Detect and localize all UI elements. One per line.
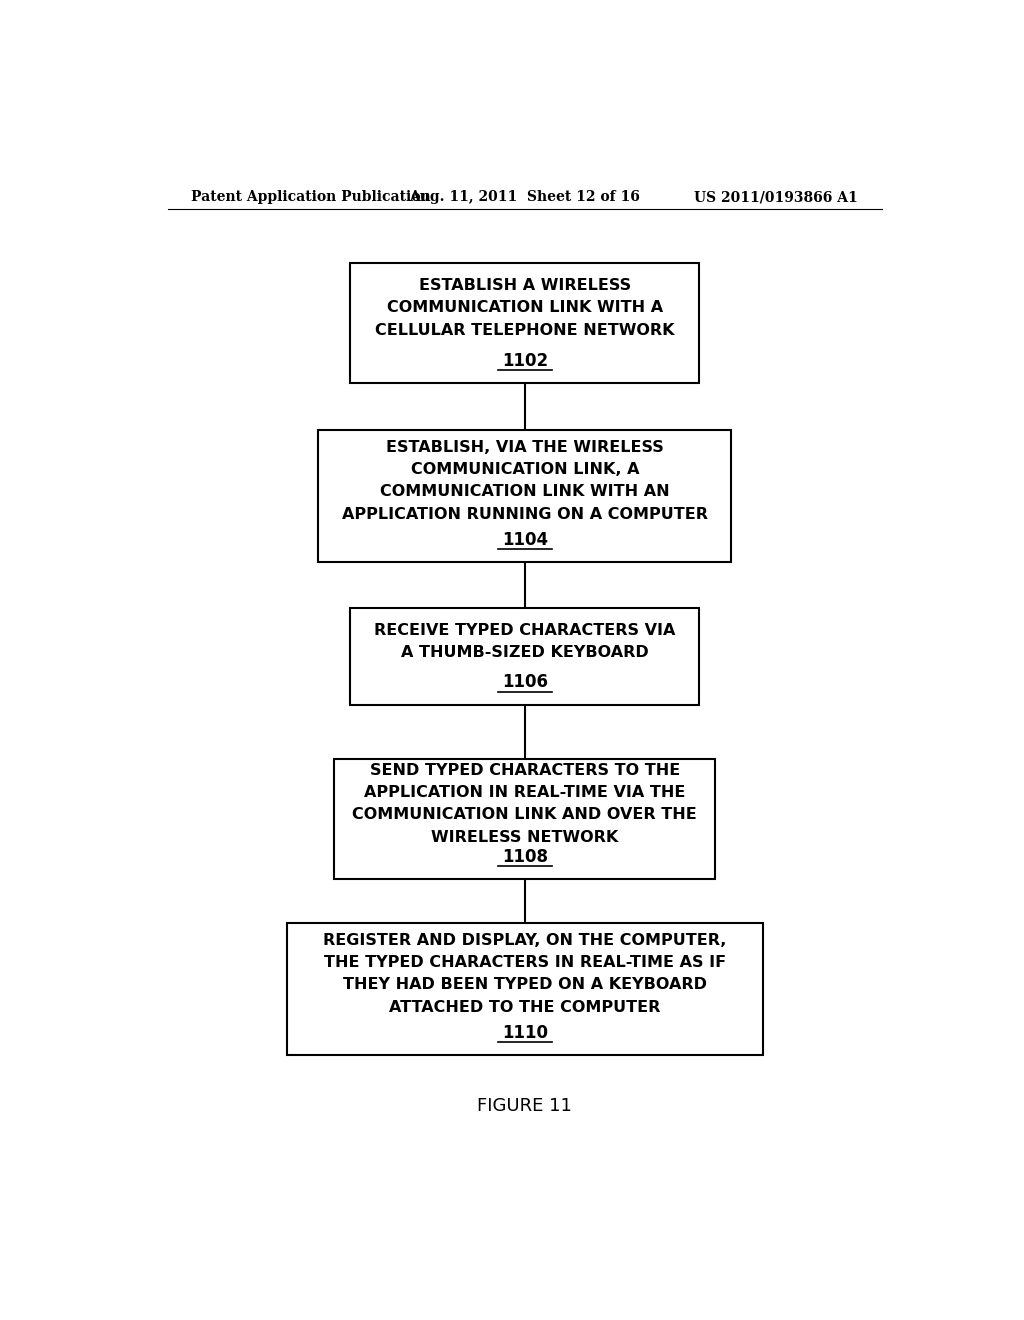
Text: APPLICATION RUNNING ON A COMPUTER: APPLICATION RUNNING ON A COMPUTER [342,507,708,521]
Text: A THUMB-SIZED KEYBOARD: A THUMB-SIZED KEYBOARD [401,645,648,660]
FancyBboxPatch shape [334,759,715,879]
Text: 1102: 1102 [502,351,548,370]
Text: RECEIVE TYPED CHARACTERS VIA: RECEIVE TYPED CHARACTERS VIA [374,623,676,638]
Text: US 2011/0193866 A1: US 2011/0193866 A1 [694,190,858,205]
Text: ESTABLISH, VIA THE WIRELESS: ESTABLISH, VIA THE WIRELESS [386,440,664,454]
Text: WIRELESS NETWORK: WIRELESS NETWORK [431,830,618,845]
Text: APPLICATION IN REAL-TIME VIA THE: APPLICATION IN REAL-TIME VIA THE [365,785,685,800]
Text: ESTABLISH A WIRELESS: ESTABLISH A WIRELESS [419,279,631,293]
Text: CELLULAR TELEPHONE NETWORK: CELLULAR TELEPHONE NETWORK [375,322,675,338]
Text: COMMUNICATION LINK WITH A: COMMUNICATION LINK WITH A [387,301,663,315]
Text: FIGURE 11: FIGURE 11 [477,1097,572,1114]
Text: THE TYPED CHARACTERS IN REAL-TIME AS IF: THE TYPED CHARACTERS IN REAL-TIME AS IF [324,954,726,970]
Text: COMMUNICATION LINK WITH AN: COMMUNICATION LINK WITH AN [380,484,670,499]
Text: Aug. 11, 2011  Sheet 12 of 16: Aug. 11, 2011 Sheet 12 of 16 [410,190,640,205]
FancyBboxPatch shape [287,923,763,1055]
Text: SEND TYPED CHARACTERS TO THE: SEND TYPED CHARACTERS TO THE [370,763,680,777]
Text: 1108: 1108 [502,847,548,866]
Text: COMMUNICATION LINK AND OVER THE: COMMUNICATION LINK AND OVER THE [352,808,697,822]
FancyBboxPatch shape [318,430,731,562]
Text: 1110: 1110 [502,1023,548,1041]
Text: 1106: 1106 [502,673,548,692]
FancyBboxPatch shape [350,609,699,705]
Text: THEY HAD BEEN TYPED ON A KEYBOARD: THEY HAD BEEN TYPED ON A KEYBOARD [343,977,707,993]
Text: 1104: 1104 [502,531,548,549]
Text: COMMUNICATION LINK, A: COMMUNICATION LINK, A [411,462,639,477]
Text: Patent Application Publication: Patent Application Publication [191,190,431,205]
Text: ATTACHED TO THE COMPUTER: ATTACHED TO THE COMPUTER [389,999,660,1015]
Text: REGISTER AND DISPLAY, ON THE COMPUTER,: REGISTER AND DISPLAY, ON THE COMPUTER, [324,932,726,948]
FancyBboxPatch shape [350,263,699,383]
